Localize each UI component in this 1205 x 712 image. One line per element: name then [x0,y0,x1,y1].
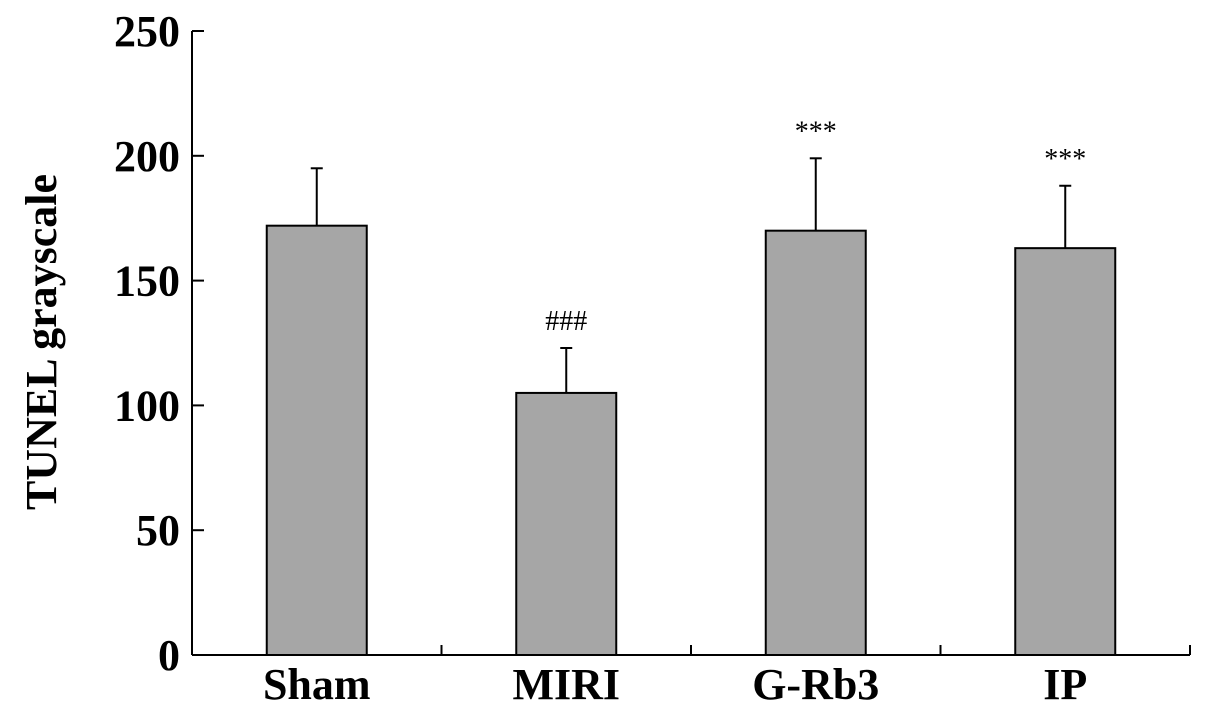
significance-marker: ### [545,306,587,337]
y-tick-label: 200 [114,132,180,181]
significance-annotations: ### *** *** [545,116,1086,337]
significance-marker: *** [795,116,837,147]
bar-miri [515,391,618,656]
bars [265,224,1117,657]
significance-marker: *** [1044,144,1086,175]
bar-g-rb3 [764,229,867,656]
error-bars [310,157,1072,393]
bar-sham [265,224,368,657]
y-tick-label: 150 [114,257,180,306]
y-tick-label: 50 [136,506,180,555]
category-label: G-Rb3 [752,660,879,709]
category-labels: Sham MIRI G-Rb3 IP [263,660,1087,709]
y-tick-label: 100 [114,381,180,430]
x-ticks [440,645,1191,655]
category-label: MIRI [512,660,620,709]
y-axis-title: TUNEL grayscale [17,174,66,510]
bar-ip [1014,247,1117,656]
y-ticks: 0 50 100 150 200 250 [114,7,204,680]
category-label: Sham [263,660,371,709]
category-label: IP [1043,660,1087,709]
y-tick-label: 0 [158,631,180,680]
y-tick-label: 250 [114,7,180,56]
